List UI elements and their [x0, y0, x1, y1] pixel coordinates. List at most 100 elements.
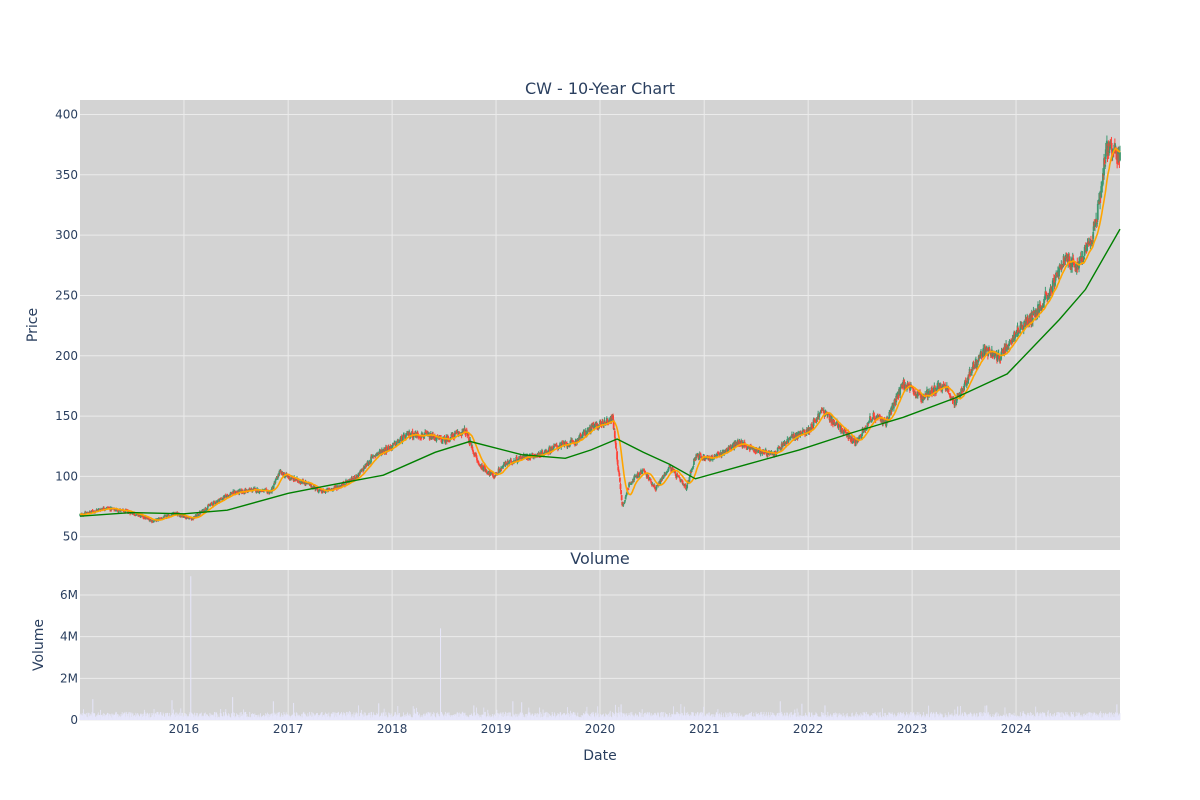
- candle-body: [228, 494, 231, 496]
- volume-bar: [546, 712, 548, 720]
- volume-bar: [329, 717, 330, 720]
- candle-body: [840, 428, 843, 431]
- volume-bar: [672, 714, 674, 720]
- candle-body: [1108, 150, 1111, 153]
- volume-bar: [372, 717, 374, 720]
- volume-bar: [558, 714, 560, 720]
- candle-body: [659, 479, 662, 485]
- candle-body: [810, 423, 813, 430]
- candle-body: [454, 432, 457, 434]
- volume-bar: [486, 716, 488, 720]
- volume-bar: [625, 716, 627, 720]
- candle-body: [592, 424, 595, 426]
- candle-body: [907, 383, 910, 386]
- volume-bar: [131, 714, 133, 720]
- volume-bar: [141, 714, 142, 720]
- volume-bar: [732, 713, 734, 720]
- volume-bar: [362, 715, 363, 720]
- candle-body: [195, 514, 198, 517]
- volume-bar: [711, 714, 713, 720]
- candle-body: [710, 459, 712, 461]
- candle-body: [738, 445, 740, 447]
- volume-bar: [393, 714, 395, 720]
- volume-bar: [551, 711, 553, 720]
- candle-body: [944, 384, 947, 387]
- candle-body: [895, 397, 898, 400]
- candle-body: [690, 471, 693, 473]
- candle-body: [1106, 140, 1108, 145]
- candle-body: [1105, 146, 1108, 150]
- volume-bar: [781, 711, 783, 720]
- volume-bar: [742, 716, 744, 720]
- volume-bar: [601, 716, 603, 720]
- volume-bar: [567, 715, 569, 720]
- volume-bar: [418, 715, 420, 720]
- volume-bar: [323, 714, 325, 720]
- candle-body: [955, 401, 958, 403]
- candle-body: [625, 492, 628, 496]
- candle-body: [616, 451, 618, 460]
- candle-body: [603, 420, 606, 423]
- volume-bar: [207, 716, 209, 720]
- candle-body: [1104, 164, 1107, 167]
- volume-bar: [706, 714, 707, 720]
- volume-bar: [679, 716, 681, 720]
- candle-body: [473, 455, 476, 457]
- candle-body: [99, 509, 101, 511]
- volume-bar: [739, 715, 741, 720]
- volume-bar: [401, 716, 403, 720]
- volume-bar: [514, 715, 515, 720]
- candle-body: [470, 443, 473, 446]
- volume-bar: [524, 716, 526, 720]
- volume-bar: [192, 714, 194, 720]
- volume-bar: [704, 715, 706, 720]
- volume-bar: [153, 713, 154, 720]
- candle-body: [1066, 257, 1068, 259]
- volume-bar: [284, 714, 286, 720]
- candle-body: [931, 388, 933, 394]
- volume-bar: [533, 715, 535, 720]
- candle-body: [435, 437, 438, 441]
- candle-body: [975, 358, 977, 362]
- volume-bar: [437, 715, 439, 720]
- volume-bar: [499, 712, 501, 720]
- volume-bar: [167, 715, 169, 720]
- candle-body: [272, 485, 275, 489]
- candle-body: [1115, 153, 1118, 157]
- candle-body: [513, 460, 516, 462]
- volume-bar: [406, 714, 408, 720]
- candle-body: [429, 435, 432, 439]
- volume-bar: [123, 712, 125, 720]
- volume-bar: [468, 716, 470, 720]
- volume-bar: [236, 714, 238, 720]
- volume-bar: [220, 713, 222, 720]
- volume-bar: [693, 712, 694, 720]
- volume-bar: [374, 715, 375, 720]
- candle-body: [759, 453, 762, 455]
- volume-bar: [433, 713, 435, 720]
- candle-body: [203, 509, 206, 512]
- candle-body: [346, 482, 349, 484]
- volume-bar: [624, 713, 626, 720]
- volume-bar: [457, 716, 459, 720]
- volume-bar: [199, 713, 201, 720]
- volume-bar: [453, 715, 455, 720]
- volume-bar: [542, 716, 543, 720]
- volume-bar: [325, 713, 327, 720]
- volume-bar: [437, 712, 439, 720]
- candle-body: [1019, 325, 1022, 331]
- candle-body: [615, 442, 617, 449]
- candle-body: [276, 478, 279, 480]
- candle-body: [499, 470, 502, 472]
- candle-body: [800, 432, 803, 434]
- candle-body: [317, 490, 319, 492]
- volume-bar: [262, 714, 264, 720]
- candle-body: [789, 437, 792, 440]
- candle-body: [1045, 293, 1048, 295]
- volume-bar: [130, 713, 132, 720]
- volume-bar: [614, 704, 616, 720]
- candle-body: [1076, 265, 1079, 267]
- candle-body: [609, 419, 612, 422]
- volume-bar: [238, 714, 240, 720]
- candle-body: [485, 470, 488, 473]
